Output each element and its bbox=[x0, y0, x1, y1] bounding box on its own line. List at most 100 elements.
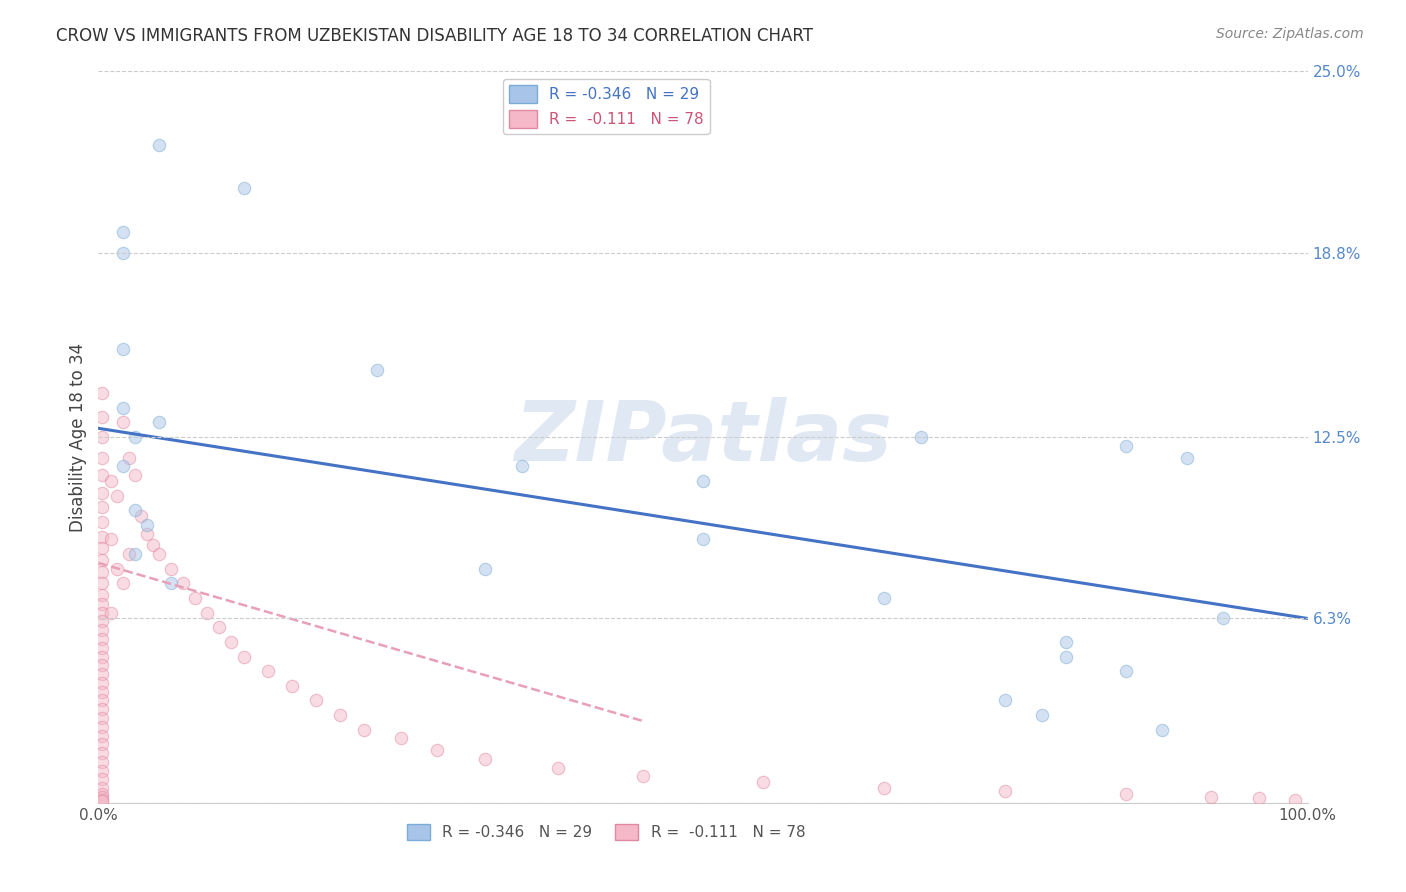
Point bbox=[105, 562, 128, 576]
Point bbox=[91, 450, 114, 465]
Point bbox=[329, 708, 352, 723]
Point bbox=[232, 181, 254, 195]
Point bbox=[1115, 439, 1137, 453]
Point bbox=[91, 729, 114, 743]
Point bbox=[184, 591, 207, 605]
Point bbox=[91, 530, 114, 544]
Point bbox=[195, 606, 218, 620]
Point bbox=[111, 459, 134, 474]
Point bbox=[91, 615, 114, 629]
Point bbox=[105, 489, 128, 503]
Point bbox=[91, 794, 114, 808]
Point bbox=[91, 576, 114, 591]
Point bbox=[91, 702, 114, 716]
Point bbox=[111, 245, 134, 260]
Point bbox=[1115, 664, 1137, 678]
Point bbox=[91, 658, 114, 673]
Point bbox=[111, 576, 134, 591]
Point bbox=[389, 731, 412, 746]
Point bbox=[91, 632, 114, 646]
Point bbox=[135, 517, 157, 532]
Point bbox=[91, 693, 114, 707]
Point bbox=[91, 541, 114, 556]
Point bbox=[1031, 708, 1053, 723]
Point bbox=[160, 562, 183, 576]
Point bbox=[305, 693, 328, 707]
Point bbox=[124, 503, 146, 517]
Point bbox=[91, 781, 114, 796]
Point bbox=[124, 468, 146, 483]
Point bbox=[752, 775, 775, 789]
Point bbox=[366, 363, 388, 377]
Point bbox=[1115, 787, 1137, 801]
Point bbox=[100, 474, 122, 488]
Point bbox=[692, 533, 714, 547]
Point bbox=[91, 787, 114, 801]
Point bbox=[91, 553, 114, 567]
Text: Source: ZipAtlas.com: Source: ZipAtlas.com bbox=[1216, 27, 1364, 41]
Y-axis label: Disability Age 18 to 34: Disability Age 18 to 34 bbox=[69, 343, 87, 532]
Point bbox=[148, 137, 170, 152]
Point bbox=[91, 676, 114, 690]
Point bbox=[232, 649, 254, 664]
Point bbox=[91, 597, 114, 611]
Point bbox=[474, 562, 496, 576]
Point bbox=[160, 576, 183, 591]
Point bbox=[1054, 649, 1077, 664]
Point bbox=[91, 386, 114, 401]
Point bbox=[426, 743, 449, 757]
Point bbox=[148, 416, 170, 430]
Point bbox=[91, 755, 114, 769]
Point bbox=[148, 547, 170, 561]
Point bbox=[994, 784, 1017, 798]
Legend: R = -0.346   N = 29, R =  -0.111   N = 78: R = -0.346 N = 29, R = -0.111 N = 78 bbox=[503, 79, 710, 134]
Point bbox=[91, 485, 114, 500]
Point bbox=[692, 474, 714, 488]
Point bbox=[142, 538, 165, 552]
Point bbox=[91, 430, 114, 444]
Point bbox=[281, 679, 304, 693]
Point bbox=[135, 526, 157, 541]
Point bbox=[221, 635, 243, 649]
Point bbox=[172, 576, 194, 591]
Point bbox=[208, 620, 231, 634]
Point bbox=[353, 723, 375, 737]
Text: CROW VS IMMIGRANTS FROM UZBEKISTAN DISABILITY AGE 18 TO 34 CORRELATION CHART: CROW VS IMMIGRANTS FROM UZBEKISTAN DISAB… bbox=[56, 27, 813, 45]
Point bbox=[91, 793, 114, 807]
Point bbox=[91, 409, 114, 424]
Point bbox=[111, 416, 134, 430]
Point bbox=[91, 789, 114, 804]
Point bbox=[547, 761, 569, 775]
Point bbox=[91, 737, 114, 751]
Point bbox=[91, 606, 114, 620]
Point bbox=[1152, 723, 1174, 737]
Point bbox=[111, 343, 134, 357]
Point bbox=[631, 769, 654, 783]
Point bbox=[91, 515, 114, 529]
Point bbox=[91, 565, 114, 579]
Point bbox=[91, 500, 114, 515]
Point bbox=[873, 591, 896, 605]
Point bbox=[1212, 611, 1234, 625]
Text: ZIPatlas: ZIPatlas bbox=[515, 397, 891, 477]
Point bbox=[994, 693, 1017, 707]
Point bbox=[111, 401, 134, 415]
Point bbox=[510, 459, 533, 474]
Point bbox=[1175, 450, 1198, 465]
Point bbox=[91, 640, 114, 655]
Point bbox=[873, 781, 896, 796]
Point bbox=[91, 667, 114, 681]
Point bbox=[111, 225, 134, 239]
Point bbox=[118, 450, 141, 465]
Point bbox=[91, 468, 114, 483]
Point bbox=[910, 430, 932, 444]
Point bbox=[100, 533, 122, 547]
Point bbox=[118, 547, 141, 561]
Point bbox=[91, 649, 114, 664]
Point bbox=[1199, 789, 1222, 804]
Point bbox=[91, 588, 114, 602]
Point bbox=[124, 430, 146, 444]
Point bbox=[1249, 791, 1271, 805]
Point bbox=[124, 547, 146, 561]
Point bbox=[256, 664, 278, 678]
